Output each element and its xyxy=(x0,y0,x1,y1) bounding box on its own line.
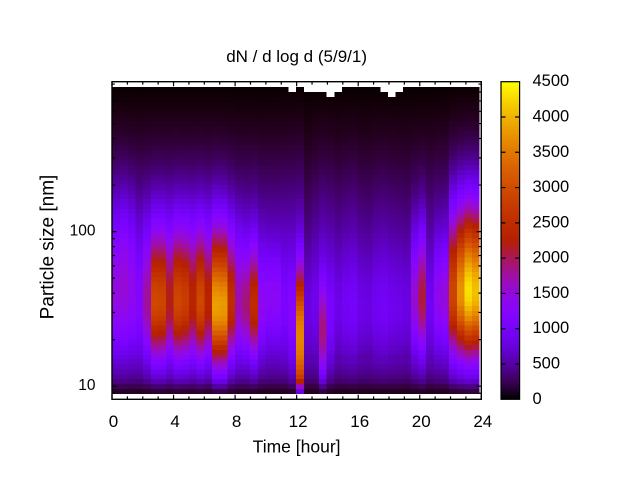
svg-text:500: 500 xyxy=(533,355,561,373)
svg-text:16: 16 xyxy=(350,412,369,431)
svg-text:12: 12 xyxy=(289,412,308,431)
svg-text:10: 10 xyxy=(78,377,96,394)
svg-text:4: 4 xyxy=(170,412,179,431)
svg-text:100: 100 xyxy=(70,223,96,240)
svg-text:4000: 4000 xyxy=(533,108,570,126)
svg-text:1000: 1000 xyxy=(533,319,570,337)
svg-text:2000: 2000 xyxy=(533,249,570,267)
svg-text:0: 0 xyxy=(533,390,542,408)
svg-text:3000: 3000 xyxy=(533,178,570,196)
svg-text:3500: 3500 xyxy=(533,143,570,161)
svg-text:24: 24 xyxy=(473,412,492,431)
svg-text:4500: 4500 xyxy=(533,72,570,90)
svg-text:dN / d log d (5/9/1): dN / d log d (5/9/1) xyxy=(226,47,367,66)
svg-text:2500: 2500 xyxy=(533,213,570,231)
svg-text:8: 8 xyxy=(232,412,241,431)
svg-text:Time [hour]: Time [hour] xyxy=(253,437,341,457)
svg-text:20: 20 xyxy=(412,412,431,431)
svg-text:Particle size [nm]: Particle size [nm] xyxy=(38,175,59,320)
svg-text:0: 0 xyxy=(109,412,118,431)
svg-text:1500: 1500 xyxy=(533,284,570,302)
